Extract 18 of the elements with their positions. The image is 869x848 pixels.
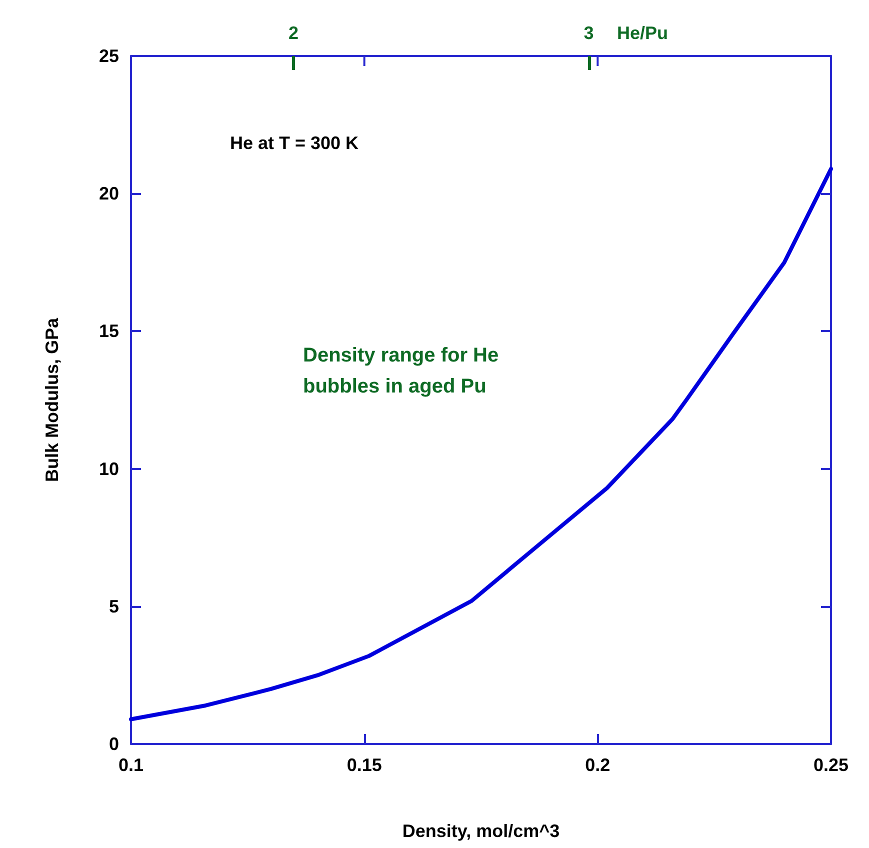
- x2-axis-title: He/Pu: [617, 23, 668, 43]
- y-tick-label: 5: [108, 596, 119, 616]
- y-tick-label: 25: [98, 46, 119, 66]
- annotation: He at T = 300 K: [230, 133, 359, 153]
- x-tick-label: 0.15: [346, 755, 382, 775]
- x-tick-label: 0.25: [813, 755, 849, 775]
- y-tick-label: 0: [108, 734, 119, 754]
- x2-tick-label: 3: [584, 23, 594, 43]
- x-tick-label: 0.1: [118, 755, 144, 775]
- annotation: Density range for He bubbles in aged Pu: [303, 344, 499, 398]
- y-tick-label: 10: [98, 458, 119, 479]
- x-tick-label: 0.2: [585, 755, 610, 775]
- x2-tick-label: 2: [288, 23, 298, 43]
- y-axis-title: Bulk Modulus, GPa: [42, 317, 62, 482]
- x-axis-title: Density, mol/cm^3: [402, 821, 560, 841]
- y-tick-label: 15: [98, 321, 119, 342]
- line-series: [129, 166, 833, 722]
- y-tick-label: 20: [98, 184, 119, 204]
